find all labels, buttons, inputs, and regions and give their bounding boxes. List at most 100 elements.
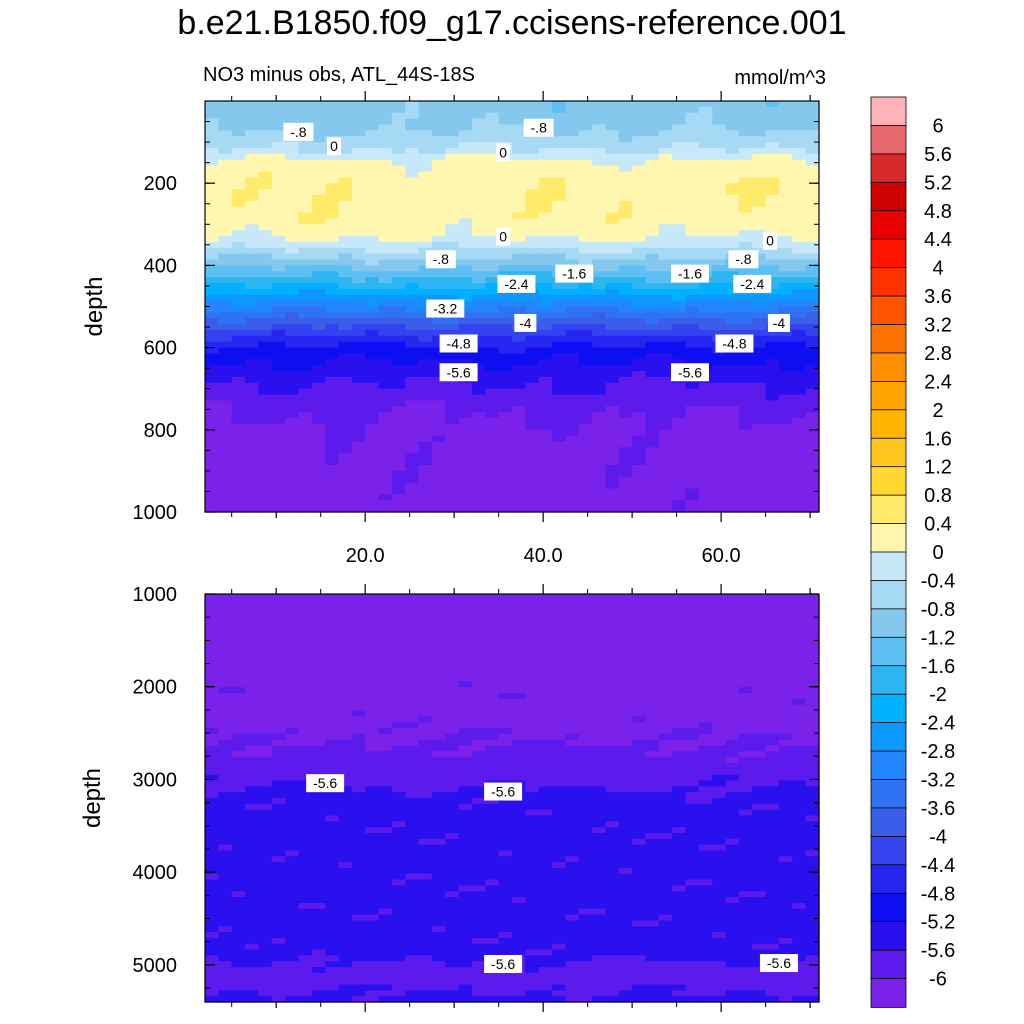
field-cell <box>271 171 286 178</box>
field-cell <box>445 459 460 466</box>
field-cell <box>271 500 286 507</box>
contour-label: 0 <box>763 231 778 250</box>
field-cell <box>592 171 607 178</box>
field-cell <box>485 757 500 764</box>
field-cell <box>285 341 300 349</box>
field-cell <box>245 142 259 149</box>
field-cell <box>618 224 633 231</box>
field-cell <box>792 194 807 202</box>
field-cell <box>805 236 820 243</box>
field-cell <box>458 429 473 437</box>
field-cell <box>552 488 566 495</box>
field-cell <box>658 459 673 466</box>
field-cell <box>752 406 767 413</box>
field-cell <box>605 236 620 243</box>
field-cell <box>592 212 607 220</box>
field-cell <box>458 171 473 178</box>
field-cell <box>258 136 273 143</box>
field-cell <box>351 236 366 243</box>
field-cell <box>498 494 513 501</box>
field-cell <box>632 757 647 764</box>
field-cell <box>592 488 607 495</box>
field-cell <box>792 312 807 319</box>
field-cell <box>805 271 820 278</box>
field-cell <box>565 628 580 636</box>
field-cell <box>471 347 486 355</box>
field-cell <box>605 153 620 161</box>
field-cell <box>365 611 380 618</box>
field-cell <box>311 124 326 131</box>
field-cell <box>765 418 780 425</box>
field-cell <box>498 768 513 776</box>
field-cell <box>592 136 607 143</box>
field-cell <box>765 594 780 601</box>
field-cell <box>365 698 380 706</box>
field-cell <box>218 159 233 167</box>
field-cell <box>391 617 406 624</box>
field-cell <box>565 465 580 472</box>
field-cell <box>471 488 486 495</box>
field-cell <box>578 194 593 202</box>
field-cell <box>391 751 406 758</box>
field-cell <box>391 506 406 513</box>
field-cell <box>538 476 553 484</box>
field-cell <box>538 359 553 366</box>
field-cell <box>378 634 393 642</box>
field-cell <box>712 312 727 319</box>
field-cell <box>672 745 687 752</box>
field-cell <box>391 418 406 425</box>
field-cell <box>325 118 340 126</box>
field-cell <box>205 376 219 384</box>
field-cell <box>565 786 580 793</box>
field-cell <box>765 663 780 671</box>
field-cell <box>618 318 633 325</box>
field-cell <box>805 365 820 372</box>
field-cell <box>431 506 446 513</box>
field-cell <box>338 212 353 220</box>
field-cell <box>245 423 259 431</box>
field-cell <box>725 780 740 787</box>
field-cell <box>712 470 727 478</box>
field-cell <box>618 159 633 167</box>
field-cell <box>525 669 540 677</box>
field-cell <box>338 418 353 425</box>
field-cell <box>445 418 460 425</box>
field-cell <box>805 698 820 706</box>
field-cell <box>378 271 393 278</box>
field-cell <box>525 153 540 161</box>
field-cell <box>805 423 820 431</box>
field-cell <box>805 183 820 190</box>
field-cell <box>205 294 219 302</box>
field-cell <box>592 142 607 149</box>
field-cell <box>338 347 353 355</box>
field-cell <box>311 312 326 319</box>
field-cell <box>458 675 473 683</box>
field-cell <box>471 716 486 723</box>
field-cell <box>658 669 673 677</box>
field-cell <box>271 306 286 313</box>
field-cell <box>805 324 820 331</box>
field-cell <box>325 599 340 607</box>
field-cell <box>805 124 820 131</box>
field-cell <box>738 324 753 331</box>
field-cell <box>792 382 807 390</box>
field-cell <box>805 300 820 308</box>
field-cell <box>512 253 526 261</box>
field-cell <box>805 288 820 296</box>
field-cell <box>458 241 473 249</box>
field-cell <box>685 341 700 349</box>
field-cell <box>805 675 820 683</box>
field-cell <box>378 171 393 178</box>
field-cell <box>485 241 500 249</box>
field-cell <box>378 623 393 630</box>
field-cell <box>485 294 500 302</box>
field-cell <box>752 353 767 360</box>
field-cell <box>605 241 620 249</box>
field-cell <box>365 429 380 437</box>
field-cell <box>512 294 526 302</box>
field-cell <box>725 376 740 384</box>
field-cell <box>471 177 486 184</box>
field-cell <box>351 500 366 507</box>
field-cell <box>431 112 446 120</box>
